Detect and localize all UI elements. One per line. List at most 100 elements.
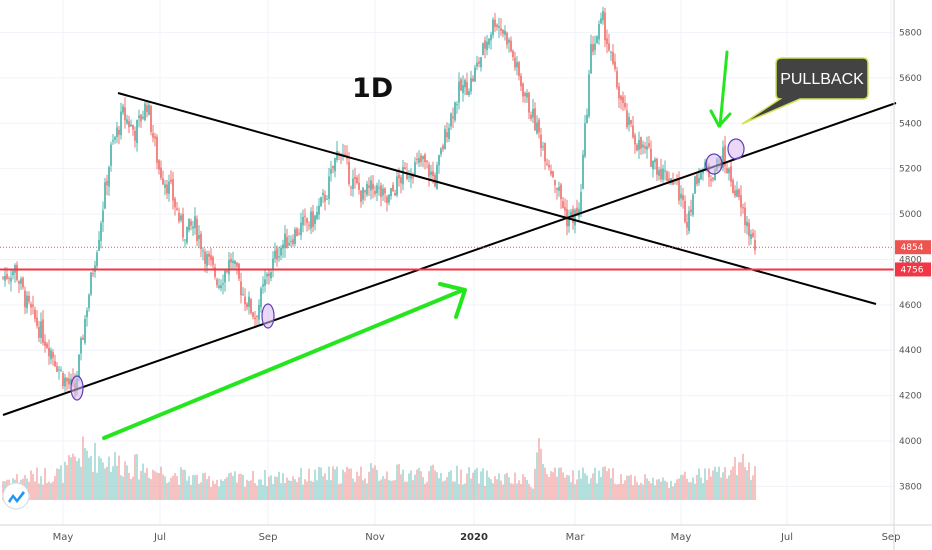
candle-body: [362, 187, 364, 200]
x-tick-label: Sep: [882, 532, 901, 543]
volume-bar: [124, 461, 126, 500]
volume-bar: [288, 480, 290, 500]
candle-body: [666, 171, 668, 181]
candle-body: [520, 75, 522, 87]
candle-body: [730, 166, 732, 182]
candle: [342, 143, 344, 161]
candle: [542, 141, 544, 151]
candle: [388, 193, 390, 206]
candle: [52, 349, 54, 366]
volume-bar: [648, 480, 650, 500]
candle: [680, 185, 682, 207]
candle-body: [424, 154, 426, 163]
volume-bar: [528, 483, 530, 500]
touch-marker: [705, 153, 723, 175]
candle: [682, 187, 684, 209]
candle: [384, 187, 386, 203]
candle-body: [692, 194, 694, 215]
volume-bar: [728, 475, 730, 500]
volume-bar: [686, 478, 688, 500]
volume-bar: [354, 481, 356, 500]
volume-bar: [142, 463, 144, 500]
volume-bar: [374, 465, 376, 500]
candle-body: [288, 242, 290, 246]
candle-body: [100, 223, 102, 241]
candle: [584, 115, 586, 159]
candle-body: [710, 179, 712, 181]
volume-bar: [92, 472, 94, 500]
y-tick-label: 4400: [899, 346, 922, 356]
volume-bar: [740, 462, 742, 500]
volume-bar: [514, 472, 516, 500]
candle: [62, 371, 64, 390]
volume-bar: [136, 454, 138, 500]
volume-bar: [564, 477, 566, 500]
candle-body: [634, 135, 636, 145]
candle-body: [392, 184, 394, 191]
candle: [652, 160, 654, 178]
candle: [602, 6, 604, 25]
candle-body: [432, 171, 434, 177]
candle: [336, 140, 338, 163]
volume-bar: [220, 479, 222, 500]
x-tick-label: Sep: [259, 532, 278, 543]
candle: [728, 167, 730, 181]
volume-bar: [34, 481, 36, 500]
candle-body: [410, 176, 412, 179]
candle: [404, 162, 406, 170]
volume-bar: [750, 479, 752, 500]
candle: [288, 235, 290, 247]
candle-body: [412, 176, 414, 178]
candle: [260, 286, 262, 313]
volume-bar: [344, 472, 346, 500]
candle: [470, 70, 472, 95]
volume-bar: [416, 469, 418, 500]
candle-body: [20, 278, 22, 284]
volume-bar: [642, 484, 644, 500]
volume-bar: [718, 466, 720, 500]
candle: [590, 34, 592, 74]
volume-bar: [470, 478, 472, 500]
candle: [54, 354, 56, 368]
candle: [150, 104, 152, 136]
volume-bar: [668, 487, 670, 500]
volume-bar: [682, 474, 684, 500]
volume-bar: [216, 479, 218, 500]
candle-body: [592, 44, 594, 52]
volume-bar: [644, 474, 646, 500]
volume-bar: [110, 471, 112, 500]
volume-bar: [390, 480, 392, 500]
candle-body: [232, 260, 234, 264]
candle-body: [556, 188, 558, 190]
candle: [280, 245, 282, 261]
candle: [268, 269, 270, 285]
candle: [596, 35, 598, 45]
volume-bar: [340, 483, 342, 500]
candle: [168, 174, 170, 202]
volume-bar: [284, 482, 286, 500]
candle-body: [624, 102, 626, 108]
candle: [98, 231, 100, 252]
volume-bar: [502, 484, 504, 500]
candle: [458, 72, 460, 110]
candle-body: [428, 164, 430, 177]
candle-body: [64, 377, 66, 387]
touch-marker: [261, 303, 275, 329]
volume-bar: [720, 477, 722, 500]
candle-body: [450, 113, 452, 127]
volume-bar: [472, 472, 474, 500]
candle-body: [90, 272, 92, 295]
candle-body: [280, 247, 282, 256]
candle-body: [248, 296, 250, 307]
candle-body: [630, 119, 632, 124]
candle-body: [574, 209, 576, 226]
candle: [284, 225, 286, 258]
candle-body: [548, 164, 550, 168]
candle-body: [402, 167, 404, 185]
volume-bar: [286, 477, 288, 500]
volume-bar: [530, 487, 532, 500]
candle-body: [262, 284, 264, 287]
candle-body: [442, 145, 444, 149]
candle-body: [80, 337, 82, 354]
candle-body: [376, 185, 378, 194]
